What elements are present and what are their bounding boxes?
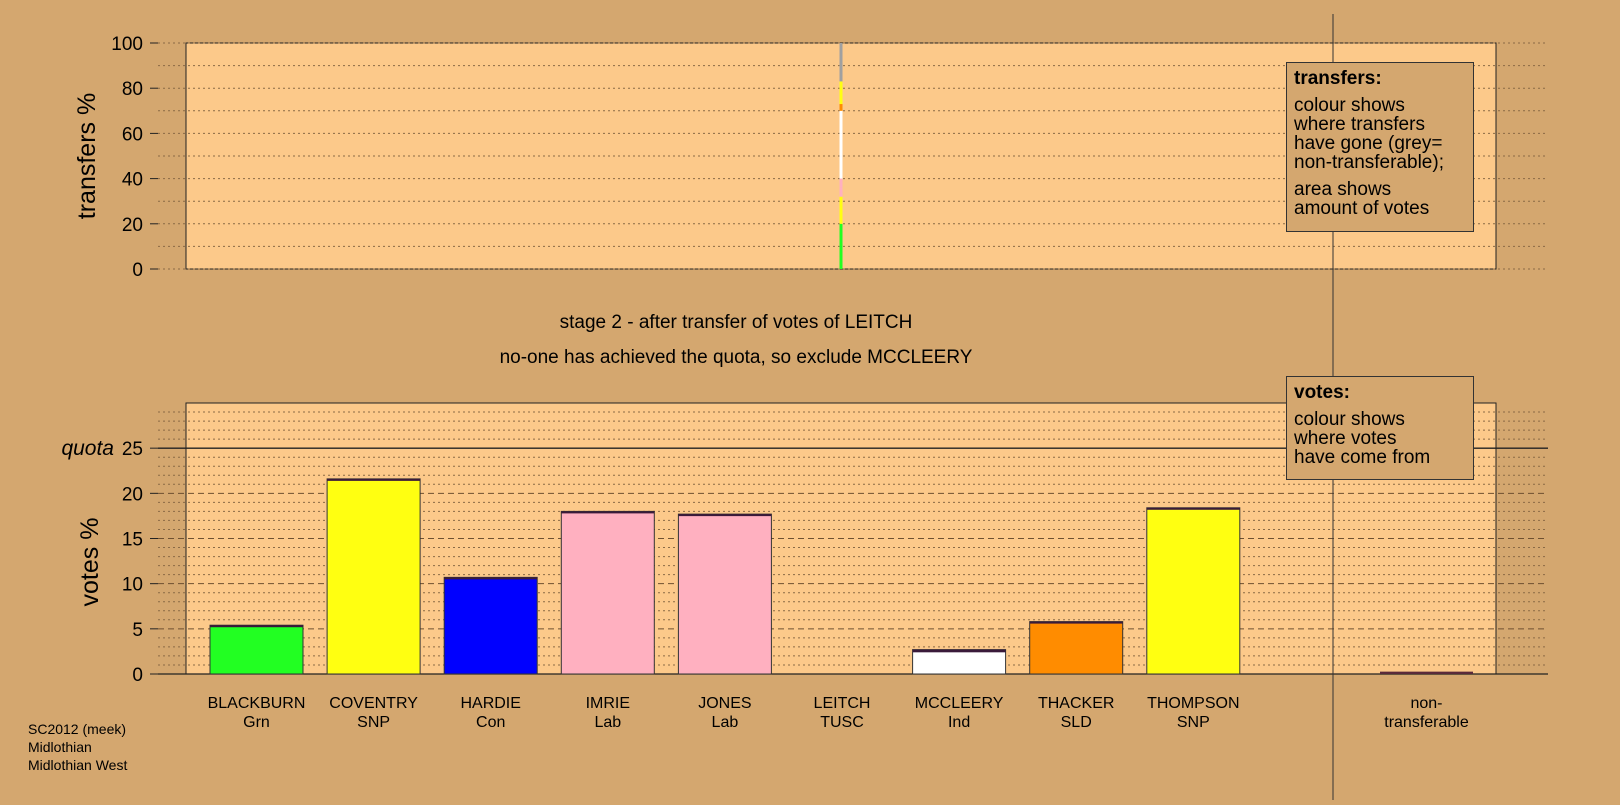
candidate-party: Grn — [243, 714, 270, 731]
candidate-party: SNP — [357, 714, 390, 731]
candidate-party: Con — [476, 714, 505, 731]
vote-bar — [560, 510, 655, 675]
transfer-segment — [839, 43, 843, 82]
candidate-name: HARDIE — [460, 695, 520, 712]
caption-ward: Midlothian West — [28, 757, 128, 773]
votes-tick-label: 20 — [122, 484, 143, 505]
legend-votes-line: where votes — [1294, 428, 1397, 449]
votes-tick-label: 5 — [132, 620, 143, 641]
quota-label: quota — [61, 437, 114, 460]
votes-bars — [209, 478, 1473, 675]
legend-votes: votes: colour shows where votes have com… — [1286, 376, 1474, 480]
transfers-y-label: transfers % — [73, 93, 101, 219]
transfers-bars — [839, 43, 843, 269]
candidate-name: LEITCH — [814, 695, 871, 712]
votes-ticks: 0 5 10 15 20 25 — [122, 439, 158, 686]
candidate-name: IMRIE — [586, 695, 630, 712]
vote-bar-transfer — [444, 577, 538, 580]
transfer-segment — [839, 178, 843, 188]
vote-bar-transfer — [327, 478, 421, 481]
vote-bar — [912, 649, 1007, 675]
votes-x-labels: BLACKBURN Grn COVENTRY SNP HARDIE Con IMRIE Lab… — [208, 695, 1469, 731]
transfer-segment — [839, 187, 843, 197]
vote-bar — [443, 576, 538, 675]
candidate-party: SNP — [1177, 714, 1210, 731]
caption-council: Midlothian — [28, 739, 92, 755]
transfers-tick-label: 40 — [122, 170, 143, 191]
transfers-tick-label: 20 — [122, 215, 143, 236]
stage-title: stage 2 - after transfer of votes of LEI… — [560, 312, 913, 333]
transfers-tick-label: 60 — [122, 124, 143, 145]
vote-bar-transfer — [1146, 507, 1240, 510]
transfer-segment — [839, 104, 843, 111]
legend-transfers-line: non-transferable); — [1294, 152, 1444, 173]
candidate-name: BLACKBURN — [208, 695, 306, 712]
votes-tick-label: 15 — [122, 530, 143, 551]
nontransferable-label: non- — [1410, 695, 1442, 712]
vote-bar-transfer — [678, 514, 772, 517]
caption-election: SC2012 (meek) — [28, 721, 127, 737]
legend-votes-title: votes: — [1294, 382, 1350, 403]
vote-bar — [677, 513, 772, 675]
stage-subtitle: no-one has achieved the quota, so exclud… — [500, 347, 973, 368]
candidate-party: Lab — [712, 714, 739, 731]
legend-transfers-line: area shows — [1294, 179, 1392, 200]
transfer-segment — [839, 196, 843, 224]
legend-transfers-title: transfers: — [1294, 68, 1382, 89]
vote-bar — [1146, 507, 1241, 675]
vote-bar — [326, 478, 421, 675]
vote-bar-transfer — [561, 511, 655, 514]
candidate-party: Lab — [594, 714, 621, 731]
votes-tick-label: 25 — [122, 439, 143, 460]
votes-tick-label: 0 — [132, 665, 143, 686]
candidate-name: THACKER — [1038, 695, 1114, 712]
nontransferable-bar — [1380, 671, 1473, 674]
transfers-tick-label: 100 — [111, 34, 143, 55]
transfers-grid — [158, 42, 1548, 270]
candidate-party: TUSC — [820, 714, 864, 731]
vote-bar-transfer — [912, 649, 1006, 653]
caption: SC2012 (meek) Midlothian Midlothian West — [28, 720, 127, 774]
vote-bar-transfer — [210, 625, 303, 628]
votes-y-label: votes % — [76, 518, 104, 607]
transfer-segment — [839, 223, 843, 269]
candidate-party: SLD — [1061, 714, 1092, 731]
legend-transfers-line: amount of votes — [1294, 198, 1430, 219]
transfer-segment — [839, 81, 843, 105]
candidate-name: THOMPSON — [1147, 695, 1239, 712]
legend-transfers-line: colour shows — [1294, 95, 1405, 116]
vote-bar — [1029, 621, 1124, 675]
candidate-name: JONES — [698, 695, 751, 712]
candidate-party: Ind — [948, 714, 970, 731]
candidate-name: COVENTRY — [329, 695, 418, 712]
transfers-ticks: 0 20 40 60 80 100 — [111, 34, 158, 281]
vote-bar-transfer — [1029, 621, 1123, 624]
legend-transfers: transfers: colour shows where transfers … — [1286, 62, 1474, 232]
transfers-tick-label: 0 — [132, 260, 143, 281]
vote-bar — [209, 624, 304, 675]
transfer-segment — [839, 110, 843, 179]
nontransferable-label: transferable — [1384, 714, 1469, 731]
legend-votes-line: have come from — [1294, 447, 1431, 468]
candidate-name: MCCLEERY — [915, 695, 1004, 712]
votes-tick-label: 10 — [122, 575, 143, 596]
legend-transfers-line: have gone (grey= — [1294, 133, 1443, 154]
transfers-tick-label: 80 — [122, 79, 143, 100]
legend-votes-line: colour shows — [1294, 409, 1405, 430]
legend-transfers-line: where transfers — [1294, 114, 1425, 135]
